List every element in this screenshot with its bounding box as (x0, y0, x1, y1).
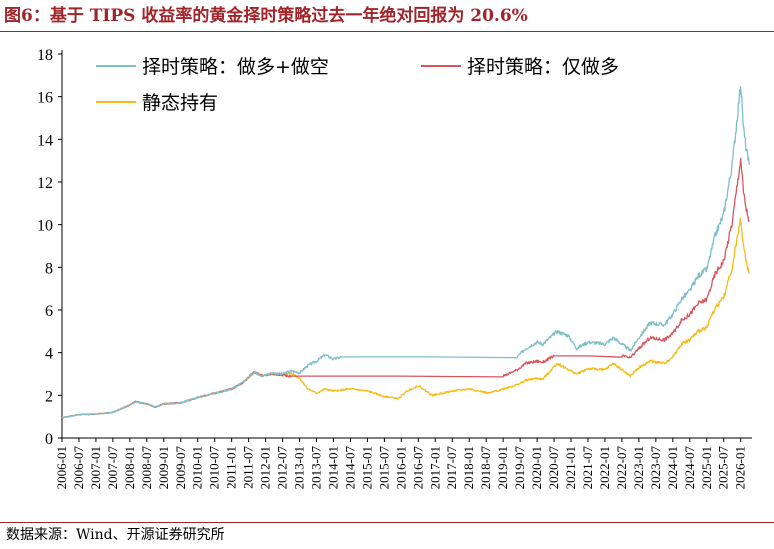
x-tick-label: 2021-01 (563, 446, 578, 489)
x-tick-label: 2006-01 (54, 446, 69, 489)
x-tick-label: 2013-07 (309, 446, 324, 490)
series-line-1 (61, 86, 750, 419)
x-tick-label: 2022-07 (614, 446, 629, 490)
x-tick-label: 2006-07 (71, 446, 86, 490)
x-tick-label: 2026-01 (733, 446, 748, 489)
y-tick-label: 4 (45, 346, 53, 363)
y-tick-label: 2 (45, 388, 53, 405)
legend-label-1: 择时策略：做多+做空 (142, 56, 329, 78)
x-tick-label: 2009-07 (173, 446, 188, 490)
source-note: 数据来源：Wind、开源证券研究所 (6, 527, 225, 543)
x-tick-label: 2023-07 (648, 446, 663, 490)
x-tick-label: 2023-01 (631, 446, 646, 489)
series-line-2 (61, 157, 750, 419)
x-tick-label: 2017-01 (427, 446, 442, 489)
x-tick-label: 2011-07 (241, 446, 256, 489)
figure-title: 图6：基于 TIPS 收益率的黄金择时策略过去一年绝对回报为 20.6% (4, 6, 528, 26)
x-tick-label: 2021-07 (580, 446, 595, 490)
y-tick-label: 12 (37, 175, 53, 192)
y-tick-label: 8 (45, 260, 53, 277)
legend-label-2: 择时策略：仅做多 (467, 56, 619, 78)
x-tick-label: 2010-01 (190, 446, 205, 489)
x-tick-label: 2019-01 (495, 446, 510, 489)
x-tick-label: 2018-07 (478, 446, 493, 490)
x-tick-label: 2018-01 (461, 446, 476, 489)
chart-series (61, 86, 750, 419)
x-tick-label: 2012-07 (275, 446, 290, 490)
x-tick-label: 2020-01 (529, 446, 544, 489)
line-chart: 0 2 4 6 8 10 12 14 16 18 2006-01 2006-07 2007-01 2007… (37, 47, 752, 489)
x-tick-label: 2022-01 (597, 446, 612, 489)
x-tick-label: 2017-07 (444, 446, 459, 490)
x-tick-label: 2016-01 (393, 446, 408, 489)
x-tick-label: 2007-07 (105, 446, 120, 490)
y-tick-label: 10 (37, 218, 53, 235)
x-tick-label: 2014-01 (325, 446, 340, 489)
x-tick-label: 2016-07 (410, 446, 425, 490)
x-tick-label: 2013-01 (292, 446, 307, 489)
y-tick-label: 14 (37, 132, 53, 149)
x-tick-label: 2019-07 (512, 446, 527, 490)
y-tick-label: 0 (45, 431, 53, 448)
x-tick-label: 2009-01 (156, 446, 171, 489)
x-tick-label: 2012-01 (258, 446, 273, 489)
legend-label-3: 静态持有 (142, 92, 218, 114)
y-tick-label: 16 (37, 90, 53, 107)
x-tick-label: 2011-01 (224, 446, 239, 489)
x-tick-label: 2014-07 (342, 446, 357, 490)
x-tick-label: 2008-07 (139, 446, 154, 490)
x-tick-label: 2024-07 (682, 446, 697, 490)
source-divider (0, 522, 774, 523)
y-tick-label: 18 (37, 47, 53, 64)
series-line-3 (61, 217, 750, 419)
chart-axes: 0 2 4 6 8 10 12 14 16 18 2006-01 2006-07 2007-01 2007… (37, 47, 752, 489)
x-tick-label: 2007-01 (88, 446, 103, 489)
x-tick-label: 2015-01 (359, 446, 374, 489)
x-tick-label: 2025-07 (716, 446, 731, 490)
x-tick-label: 2025-01 (699, 446, 714, 489)
x-tick-label: 2008-01 (122, 446, 137, 489)
x-tick-label: 2024-01 (665, 446, 680, 489)
y-tick-label: 6 (45, 303, 53, 320)
x-tick-label: 2015-07 (376, 446, 391, 490)
x-tick-label: 2010-07 (207, 446, 222, 490)
x-tick-label: 2020-07 (546, 446, 561, 490)
title-divider (0, 31, 774, 32)
